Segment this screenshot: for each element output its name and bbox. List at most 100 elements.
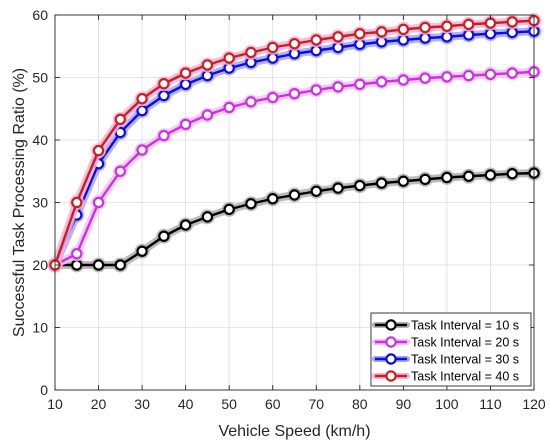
data-point (245, 198, 257, 210)
data-point (462, 170, 475, 182)
data-point (71, 259, 83, 271)
legend-marker (385, 353, 397, 365)
data-point (179, 67, 192, 79)
y-axis-title: Successful Task Processing Ratio (%) (11, 68, 28, 337)
data-point (114, 259, 127, 271)
data-point (179, 219, 192, 231)
data-point (158, 78, 170, 90)
data-point (484, 68, 497, 81)
x-tick-label: 60 (265, 396, 281, 412)
x-tick-label: 20 (91, 396, 107, 412)
data-point (136, 245, 148, 257)
series-3 (47, 23, 542, 273)
data-point (332, 81, 344, 93)
data-point (397, 23, 410, 36)
data-point (136, 104, 148, 117)
data-point (245, 96, 257, 108)
legend-entry: Task Interval = 10 s (372, 319, 519, 333)
data-point (375, 76, 388, 88)
data-point (332, 31, 344, 43)
data-point (223, 203, 235, 216)
data-point (354, 28, 366, 40)
data-point (92, 259, 105, 271)
legend-items: Task Interval = 10 s Task Interval = 20 s… (372, 319, 519, 384)
data-point (484, 169, 497, 181)
x-tick-label: 110 (479, 396, 502, 412)
y-tick-label: 0 (40, 382, 48, 398)
x-tick-label: 50 (221, 396, 237, 412)
data-point (71, 248, 83, 260)
y-tick-label: 50 (32, 70, 48, 86)
legend-marker (385, 319, 397, 331)
data-point (223, 52, 235, 64)
legend-label: Task Interval = 40 s (411, 370, 519, 384)
data-point (201, 109, 214, 121)
data-point (158, 89, 170, 102)
y-tick-label: 30 (32, 195, 48, 211)
x-tick-label: 10 (47, 396, 63, 412)
data-point (92, 144, 105, 157)
x-tick-label: 100 (435, 396, 459, 412)
x-axis-title: Vehicle Speed (km/h) (218, 423, 370, 440)
data-point (310, 185, 322, 197)
data-point (462, 69, 475, 82)
legend-marker (385, 336, 397, 348)
data-point (441, 171, 453, 184)
y-tick-label: 10 (32, 320, 48, 336)
data-point (462, 18, 475, 31)
legend-marker (385, 370, 397, 382)
legend-label: Task Interval = 10 s (411, 319, 519, 333)
data-point (441, 20, 453, 32)
data-point (506, 67, 518, 79)
legend: Task Interval = 10 s Task Interval = 20 s… (370, 312, 532, 387)
data-point (158, 230, 170, 242)
legend-entry: Task Interval = 20 s (372, 336, 519, 350)
data-point (375, 177, 388, 189)
data-point (114, 113, 127, 126)
data-point (288, 189, 301, 201)
data-point (136, 93, 148, 105)
data-point (419, 72, 431, 84)
data-point (201, 211, 214, 223)
data-point (245, 46, 257, 59)
x-tick-label: 70 (308, 396, 324, 412)
data-point (354, 179, 366, 192)
data-point (201, 59, 214, 71)
data-point (441, 71, 453, 83)
data-point (419, 173, 431, 186)
data-point (375, 26, 388, 38)
data-point (179, 118, 192, 131)
data-point (332, 182, 344, 194)
x-tick-label: 80 (352, 396, 368, 412)
data-point (92, 196, 105, 209)
data-point (506, 16, 518, 28)
y-tick-label: 20 (32, 257, 48, 273)
data-point (419, 21, 431, 34)
data-point (310, 34, 322, 46)
data-point (288, 38, 301, 50)
data-point (114, 165, 127, 177)
data-point (310, 84, 322, 96)
series-4 (47, 13, 542, 273)
legend-label: Task Interval = 20 s (411, 336, 519, 350)
data-point (158, 129, 170, 142)
data-point (71, 196, 83, 209)
data-point (267, 91, 279, 104)
data-point (136, 144, 148, 156)
data-point (288, 88, 301, 100)
y-tick-label: 40 (32, 132, 48, 148)
legend-entry: Task Interval = 40 s (372, 370, 519, 384)
y-tick-label: 60 (32, 7, 48, 23)
x-tick-label: 90 (396, 396, 412, 412)
legend-label: Task Interval = 30 s (411, 353, 519, 367)
data-point (223, 101, 235, 114)
data-point (267, 41, 279, 54)
data-point (354, 78, 366, 91)
series-layer (47, 13, 542, 273)
x-tick-label: 30 (134, 396, 150, 412)
series-1 (47, 165, 542, 273)
data-point (397, 175, 410, 187)
